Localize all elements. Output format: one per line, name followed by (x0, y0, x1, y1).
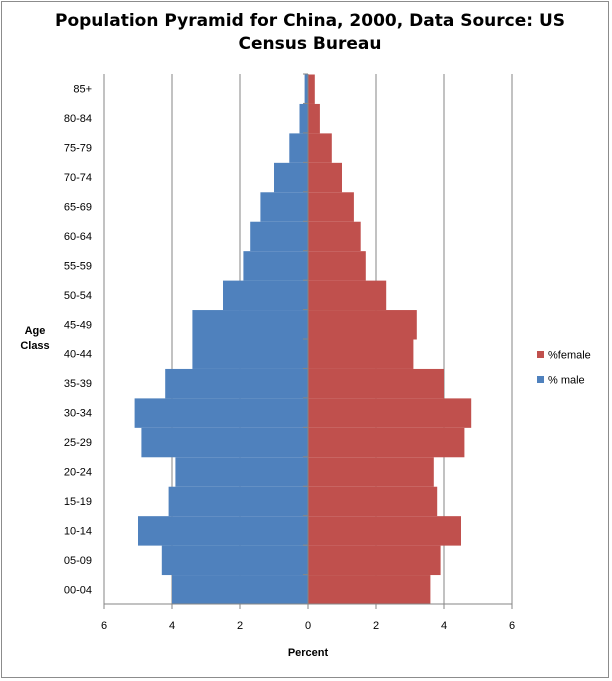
female-bar-70-74 (308, 162, 342, 193)
x-tick-label: 6 (509, 620, 515, 632)
female-bar-25-29 (308, 427, 465, 458)
x-tick-label: 2 (237, 620, 243, 632)
male-bar-20-24 (175, 457, 308, 487)
y-axis-title: Age Class (20, 325, 49, 352)
male-bar-00-04 (172, 575, 308, 605)
male-bar-65-69 (260, 192, 308, 222)
legend-label: %female (548, 350, 591, 362)
male-bar-45-49 (192, 310, 308, 340)
y-tick-label: 30-34 (64, 408, 92, 420)
male-bar-85+ (304, 74, 308, 104)
female-bar-15-19 (308, 486, 438, 517)
x-axis-title: Percent (288, 647, 329, 659)
male-bar-35-39 (165, 368, 308, 399)
female-bar-60-64 (308, 221, 361, 252)
male-bar-80-84 (299, 103, 308, 134)
x-tick-label: 2 (373, 620, 379, 632)
y-tick-label: 05-09 (64, 555, 92, 567)
female-bar-85+ (308, 74, 315, 104)
male-bar-50-54 (223, 280, 308, 311)
y-axis-ticks: 00-04 05-09 10-14 15-19 20-24 25-29 30-34 35-39… (64, 73, 308, 605)
x-axis-ticks: 6 4 2 0 2 4 6 (101, 604, 515, 632)
female-bar-65-69 (308, 192, 354, 222)
female-bar-05-09 (308, 545, 441, 576)
male-bar-55-59 (243, 251, 308, 281)
y-tick-label: 20-24 (64, 467, 92, 479)
chart-title: Population Pyramid for China, 2000, Data… (54, 11, 565, 54)
male-bar-10-14 (138, 516, 308, 546)
female-bar-50-54 (308, 280, 387, 311)
female-bar-35-39 (308, 368, 444, 399)
x-tick-label: 0 (305, 620, 311, 632)
x-tick-label: 4 (169, 620, 175, 632)
y-tick-label: 70-74 (64, 172, 92, 184)
female-bar-30-34 (308, 398, 472, 428)
male-bar-40-44 (192, 339, 308, 369)
y-tick-label: 80-84 (64, 113, 92, 125)
y-tick-label: 40-44 (64, 349, 92, 361)
y-tick-label: 15-19 (64, 496, 92, 508)
female-bars (308, 74, 472, 605)
male-bar-05-09 (161, 545, 308, 576)
female-bar-75-79 (308, 133, 332, 163)
y-tick-label: 55-59 (64, 260, 92, 272)
male-bar-15-19 (168, 486, 308, 517)
y-tick-label: 35-39 (64, 378, 92, 390)
legend: %female % male (537, 350, 591, 387)
female-bar-10-14 (308, 516, 461, 546)
female-bar-00-04 (308, 575, 431, 605)
y-tick-label: 65-69 (64, 202, 92, 214)
female-bar-20-24 (308, 457, 434, 487)
male-bars (134, 74, 308, 605)
y-tick-label: 60-64 (64, 231, 92, 243)
x-tick-label: 6 (101, 620, 107, 632)
female-bar-45-49 (308, 310, 417, 340)
male-bar-30-34 (134, 398, 308, 428)
female-bar-80-84 (308, 103, 320, 134)
female-bar-40-44 (308, 339, 414, 369)
legend-swatch (537, 351, 544, 358)
male-bar-75-79 (289, 133, 308, 163)
y-tick-label: 75-79 (64, 143, 92, 155)
y-tick-label: 00-04 (64, 584, 92, 596)
x-tick-label: 4 (441, 620, 447, 632)
legend-swatch (537, 376, 544, 383)
male-bar-60-64 (250, 221, 308, 252)
male-bar-70-74 (274, 162, 308, 193)
female-bar-55-59 (308, 251, 366, 281)
y-tick-label: 45-49 (64, 319, 92, 331)
y-tick-label: 10-14 (64, 525, 92, 537)
male-bar-25-29 (141, 427, 308, 458)
y-tick-label: 50-54 (64, 290, 92, 302)
legend-label: % male (548, 375, 585, 387)
y-tick-label: 85+ (73, 84, 92, 96)
y-tick-label: 25-29 (64, 437, 92, 449)
